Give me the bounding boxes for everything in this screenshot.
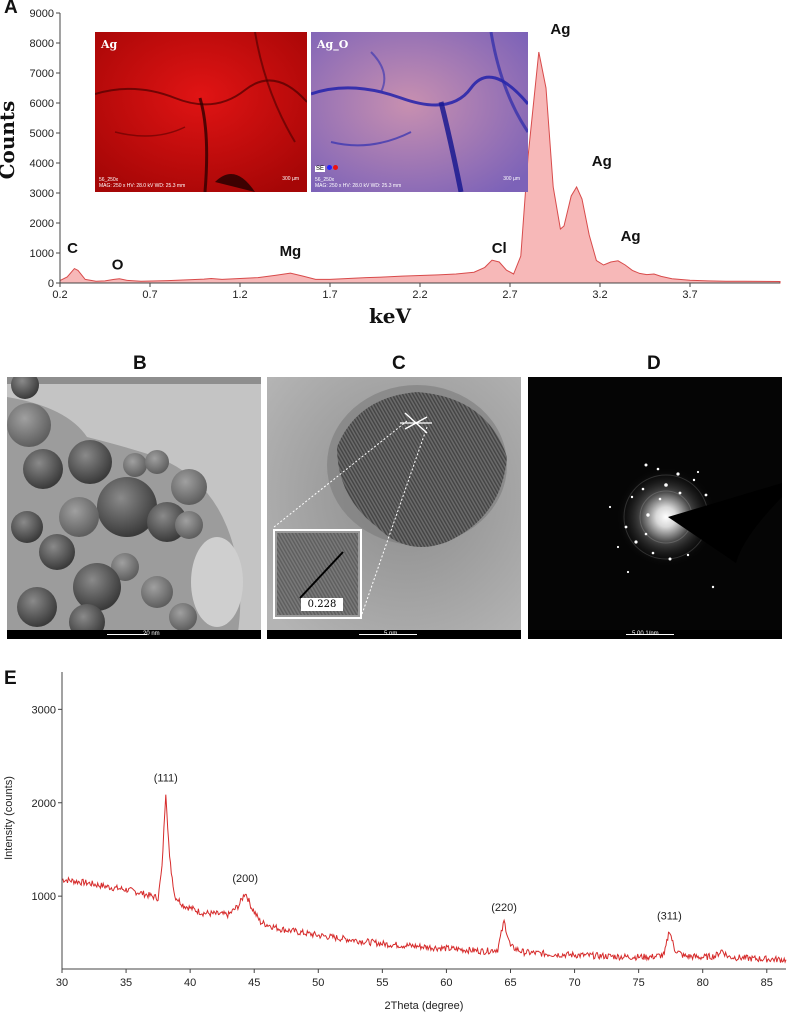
panel-label-d: D <box>647 353 661 374</box>
xrd-series-line <box>61 794 787 964</box>
eds-xtick-label: 0.7 <box>142 289 157 301</box>
xrd-ylabel: Intensity (counts) <box>3 776 15 860</box>
eds-ytick-label: 4000 <box>30 158 54 170</box>
xrd-chart: 1000 2000 3000 30 35 40 45 50 55 60 65 70 75 80 85 (111… <box>3 672 787 1012</box>
xrd-axes <box>61 672 786 970</box>
panel-label-a: A <box>4 0 18 18</box>
map-info-ag: 56_250x MAG: 250 x HV: 28.0 kV WD: 25.3 … <box>99 177 185 189</box>
eds-ytick-label: 1000 <box>30 248 54 260</box>
eds-spectrum-area <box>59 51 781 284</box>
eds-ytick-label: 0 <box>48 278 54 290</box>
eds-ytick-label: 9000 <box>30 8 54 20</box>
scale-bar-b <box>107 634 147 635</box>
eds-ytick-label: 8000 <box>30 38 54 50</box>
map-scale-ag-o: 300 µm <box>503 176 520 182</box>
xrd-xlabel: 2Theta (degree) <box>385 1000 464 1012</box>
scale-bar-d <box>626 634 674 635</box>
xrd-xtick-label: 65 <box>504 977 516 989</box>
eds-xtick-label: 1.7 <box>322 289 337 301</box>
xrd-xtick-label: 80 <box>697 977 709 989</box>
panel-label-e: E <box>4 668 17 689</box>
eds-xtick-label: 2.7 <box>502 289 517 301</box>
map-info-ag-o: 56_250x MAG: 250 x HV: 28.0 kV WD: 25.3 … <box>315 177 401 189</box>
eds-xlabel: keV <box>369 304 412 328</box>
panel-label-b: B <box>133 353 147 374</box>
map-info-line2: MAG: 250 x HV: 28.0 kV WD: 25.3 mm <box>99 183 186 189</box>
xrd-xtick-label: 50 <box>312 977 324 989</box>
eds-chart: 0 1000 2000 3000 4000 5000 6000 7000 8000 9000 0.2… <box>0 8 781 328</box>
eds-peak-label: Mg <box>280 243 302 260</box>
map-label-ag: Ag <box>101 38 118 51</box>
eds-map-ag: Ag 56_250x MAG: 250 x HV: 28.0 kV WD: 25… <box>95 32 307 192</box>
xrd-peak-label: (311) <box>657 911 682 923</box>
xrd-xtick-label: 70 <box>568 977 580 989</box>
xrd-xtick-label: 45 <box>248 977 260 989</box>
eds-xtick-label: 1.2 <box>232 289 247 301</box>
eds-ytick-label: 5000 <box>30 128 54 140</box>
tem-image-c: 0.228 5 nm <box>267 377 521 639</box>
xrd-ytick-label: 1000 <box>32 891 56 903</box>
o-dot-icon <box>326 165 332 170</box>
eds-peak-label: Ag <box>592 153 612 170</box>
xrd-peak-label: (200) <box>232 873 258 885</box>
eds-peak-label: O <box>112 257 124 274</box>
ag-dot-icon <box>333 165 339 170</box>
eds-peak-label: Ag <box>550 21 570 38</box>
xrd-ytick-label: 2000 <box>32 798 56 810</box>
map-info-line1: 56_250x <box>99 177 119 183</box>
eds-xtick-label: 2.2 <box>412 289 427 301</box>
eds-peak-label: Ag <box>621 228 641 245</box>
eds-ytick-label: 3000 <box>30 188 54 200</box>
scale-text-c: 5 nm <box>384 631 398 637</box>
panel-label-c: C <box>392 353 406 374</box>
scale-text-b: 20 nm <box>143 631 160 637</box>
map-info-line2: MAG: 250 x HV: 28.0 kV WD: 25.3 mm <box>315 183 402 189</box>
inset-spacing-value: 0.228 <box>307 599 337 610</box>
map-legend-se: SE <box>315 166 326 172</box>
eds-ylabel: Counts <box>0 101 19 180</box>
eds-xtick-label: 3.7 <box>682 289 697 301</box>
xrd-xtick-label: 75 <box>633 977 645 989</box>
xrd-peak-label: (111) <box>154 772 178 784</box>
scale-text-d: 5.00 1/nm <box>632 631 659 637</box>
eds-peak-label: Cl <box>492 240 507 257</box>
eds-ytick-label: 7000 <box>30 68 54 80</box>
xrd-xtick-label: 30 <box>56 977 68 989</box>
tem-image-d: 5.00 1/nm <box>528 377 782 639</box>
eds-peak-label: C <box>67 240 78 257</box>
eds-ytick-label: 2000 <box>30 218 54 230</box>
eds-map-ag-o: Ag_O SE 56_250x MAG: 250 x HV: 28.0 kV W… <box>311 32 528 192</box>
map-scale-ag: 300 µm <box>282 176 299 182</box>
eds-ytick-label: 6000 <box>30 98 54 110</box>
xrd-xtick-label: 85 <box>761 977 773 989</box>
map-info-line1: 56_250x <box>315 177 335 183</box>
map-label-ag-o: Ag_O <box>317 38 349 51</box>
tem-image-b: 20 nm <box>7 377 261 639</box>
map-legend: SE <box>315 165 339 172</box>
scale-bar-c <box>359 634 417 635</box>
xrd-xtick-label: 55 <box>376 977 388 989</box>
xrd-ytick-label: 3000 <box>32 704 56 716</box>
xrd-xtick-label: 35 <box>120 977 132 989</box>
xrd-xtick-label: 60 <box>440 977 452 989</box>
eds-xtick-label: 3.2 <box>592 289 607 301</box>
eds-xtick-label: 0.2 <box>52 289 67 301</box>
xrd-xtick-label: 40 <box>184 977 196 989</box>
xrd-peak-label: (220) <box>491 902 517 914</box>
